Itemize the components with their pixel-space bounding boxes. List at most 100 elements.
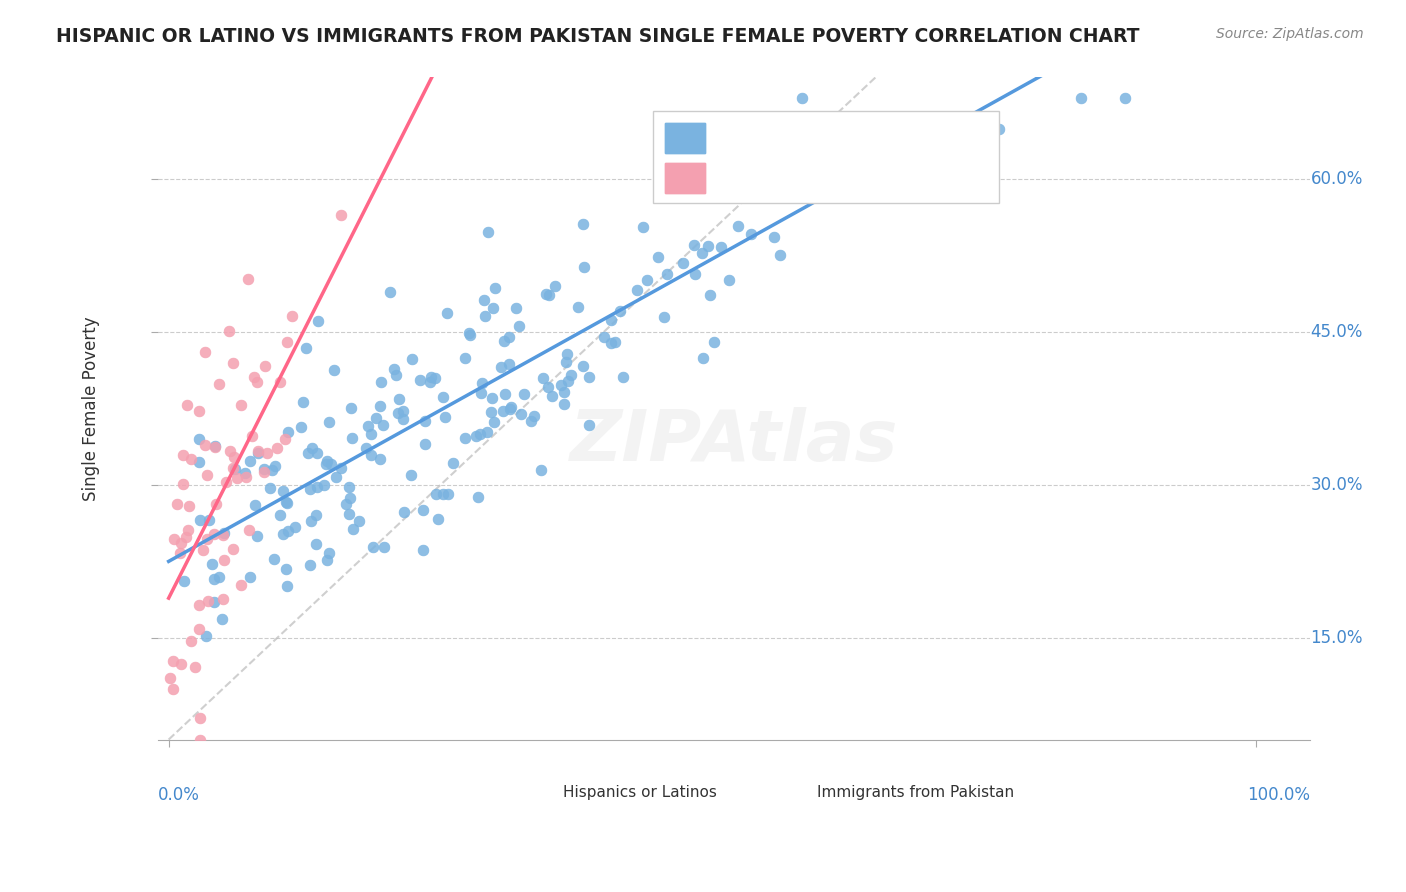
Point — [520, 414, 543, 428]
Point — [201, 558, 224, 572]
Point — [401, 351, 423, 366]
Point — [176, 398, 198, 412]
Point — [360, 426, 382, 441]
Point — [211, 612, 233, 626]
Point — [672, 256, 695, 270]
Point — [470, 386, 492, 401]
Point — [683, 237, 706, 252]
Point — [169, 545, 191, 559]
Point — [226, 471, 249, 485]
Point — [578, 370, 600, 384]
Point — [432, 487, 454, 501]
Point — [703, 335, 725, 350]
Point — [195, 532, 218, 546]
Point — [273, 483, 295, 498]
Text: 30.0%: 30.0% — [1310, 476, 1362, 494]
Point — [363, 540, 385, 554]
Point — [188, 599, 211, 613]
Point — [792, 91, 814, 105]
Point — [540, 388, 562, 402]
Point — [297, 445, 319, 459]
Point — [212, 526, 235, 541]
Point — [315, 457, 337, 471]
Point — [373, 418, 395, 433]
FancyBboxPatch shape — [665, 123, 706, 153]
Text: 0.0%: 0.0% — [157, 786, 200, 804]
Point — [368, 451, 391, 466]
Point — [571, 359, 593, 373]
Point — [652, 310, 675, 324]
Point — [246, 529, 269, 543]
Point — [704, 143, 727, 157]
Point — [240, 429, 263, 443]
Point — [419, 370, 441, 384]
Point — [319, 458, 342, 472]
Point — [229, 578, 252, 592]
Point — [419, 375, 441, 389]
Point — [187, 432, 209, 446]
Point — [550, 377, 572, 392]
Point — [238, 524, 260, 538]
Point — [337, 480, 360, 494]
Point — [560, 368, 582, 383]
Point — [184, 660, 207, 674]
Point — [699, 288, 721, 302]
Point — [253, 465, 276, 479]
Point — [342, 431, 364, 445]
Point — [498, 330, 520, 344]
Point — [453, 431, 475, 445]
Point — [513, 387, 536, 401]
Point — [188, 622, 211, 636]
Point — [271, 526, 294, 541]
Point — [368, 400, 391, 414]
Point — [305, 508, 328, 522]
Point — [202, 572, 225, 586]
Point — [239, 570, 262, 584]
Point — [724, 133, 747, 147]
Point — [295, 342, 318, 356]
Point — [471, 376, 494, 391]
Point — [212, 553, 235, 567]
Point — [425, 487, 447, 501]
Point — [557, 374, 579, 388]
FancyBboxPatch shape — [665, 163, 706, 193]
Point — [339, 491, 361, 506]
Point — [274, 562, 297, 576]
Point — [481, 391, 503, 405]
Point — [224, 462, 246, 476]
Point — [204, 440, 226, 454]
Point — [318, 415, 340, 429]
Point — [276, 496, 298, 510]
Point — [683, 267, 706, 281]
Text: Single Female Poverty: Single Female Poverty — [82, 316, 100, 500]
Point — [176, 524, 198, 538]
Point — [508, 319, 530, 334]
Point — [291, 395, 314, 409]
Point — [494, 334, 516, 348]
Point — [733, 123, 755, 137]
Point — [813, 180, 835, 194]
Point — [169, 657, 191, 671]
Point — [690, 246, 713, 260]
Point — [180, 452, 202, 467]
Point — [307, 480, 329, 494]
Text: 45.0%: 45.0% — [1310, 323, 1362, 341]
Point — [477, 226, 499, 240]
Point — [436, 487, 458, 501]
Point — [529, 463, 551, 477]
Point — [636, 273, 658, 287]
Point — [347, 514, 370, 528]
Point — [479, 405, 502, 419]
Point — [233, 466, 256, 480]
Point — [202, 595, 225, 609]
Point — [194, 438, 217, 452]
Point — [299, 515, 322, 529]
Point — [572, 217, 595, 231]
Point — [197, 514, 219, 528]
Point — [215, 475, 238, 489]
Point — [188, 455, 211, 469]
Point — [415, 437, 437, 451]
Point — [357, 419, 380, 434]
Point — [277, 425, 299, 439]
Point — [458, 326, 481, 340]
